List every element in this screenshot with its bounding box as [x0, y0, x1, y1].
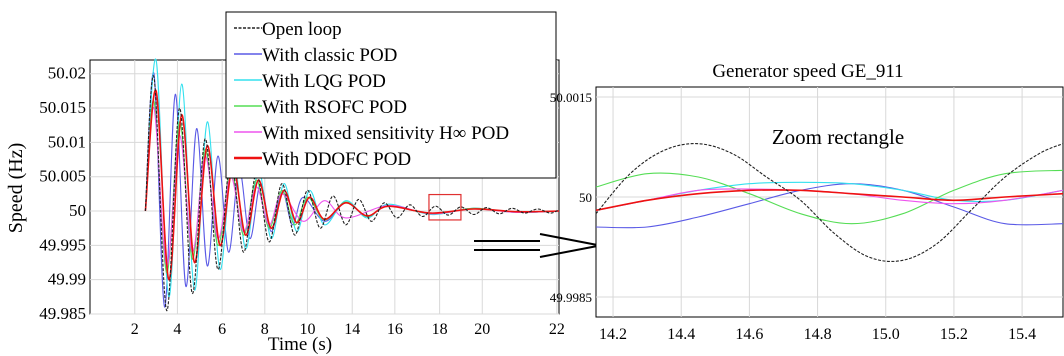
zoom-x-tick-label: 14.6: [735, 326, 763, 343]
main-y-tick-label: 50.01: [48, 132, 86, 151]
main-series-line-open_loop: [144, 75, 560, 312]
main-y-tick-label: 49.995: [39, 235, 86, 254]
main-y-tick-label: 50.02: [48, 64, 86, 83]
zoom-y-ticks: 50.0015 50 49.9985: [550, 90, 592, 305]
main-x-axis-label: Time (s): [268, 334, 332, 355]
main-y-tick-label: 50.005: [39, 167, 86, 186]
zoom-series-line-classic: [595, 183, 1064, 229]
legend-label-classic: With classic POD: [262, 45, 397, 66]
zoom-series-line-ddofc: [595, 189, 1064, 212]
zoom-x-tick-label: 14.2: [599, 326, 627, 343]
zoom-annotation: Zoom rectangle: [772, 125, 904, 149]
zoom-chart-title: Generator speed GE_911: [712, 61, 903, 82]
main-x-tick-label: 4: [173, 321, 181, 338]
main-x-tick-label: 6: [218, 321, 226, 338]
legend-label-ddofc: With DDOFC POD: [262, 149, 411, 170]
main-y-tick-label: 49.985: [39, 304, 86, 323]
main-y-tick-label: 49.99: [48, 270, 86, 289]
zoom-x-tick-label: 14.4: [667, 326, 695, 343]
main-y-tick-label: 50.015: [39, 98, 86, 117]
zoom-x-tick-label: 15.0: [872, 326, 900, 343]
legend-label-rsofc: With RSOFC POD: [262, 97, 407, 118]
zoom-rectangle-marker: [428, 193, 462, 221]
main-y-axis-label: Speed (Hz): [5, 143, 27, 234]
legend-label-mixed: With mixed sensitivity H∞ POD: [262, 123, 509, 144]
main-x-tick-label: 22: [549, 321, 565, 338]
main-x-tick-label: 18: [432, 321, 448, 338]
zoom-x-tick-label: 15.2: [940, 326, 968, 343]
main-x-tick-label: 10: [299, 321, 315, 338]
main-y-ticks: 50.02 50.015 50.01 50.005 50 49.995 49.99 49.98…: [39, 64, 86, 323]
zoom-x-tick-label: 14.8: [804, 326, 832, 343]
legend-label-open_loop: Open loop: [262, 19, 342, 40]
zoom-series-line-rsofc: [595, 169, 1064, 225]
main-x-tick-label: 16: [387, 321, 403, 338]
zoom-x-ticks: 14.2 14.4 14.6 14.8 15.0 15.2 15.4: [599, 326, 1036, 343]
legend: Open loop With classic POD With LQG POD Wit…: [225, 11, 557, 179]
zoom-x-tick-label: 15.4: [1008, 326, 1036, 343]
legend-label-lqg: With LQG POD: [262, 71, 386, 92]
zoom-y-tick-label: 50.0015: [550, 90, 592, 105]
zoom-y-tick-label: 49.9985: [550, 290, 592, 305]
main-x-tick-label: 14: [344, 321, 360, 338]
main-y-tick-label: 50: [69, 201, 86, 220]
zoom-y-tick-label: 50: [579, 190, 592, 205]
zoom-series-group: [595, 143, 1064, 262]
zoom-series-line-open_loop: [595, 143, 1064, 262]
main-x-ticks: 2 4 6 8 10 14 16 18 20 22: [131, 321, 565, 338]
main-x-tick-label: 20: [474, 321, 490, 338]
main-x-tick-label: 8: [261, 321, 269, 338]
main-x-tick-label: 2: [131, 321, 139, 338]
